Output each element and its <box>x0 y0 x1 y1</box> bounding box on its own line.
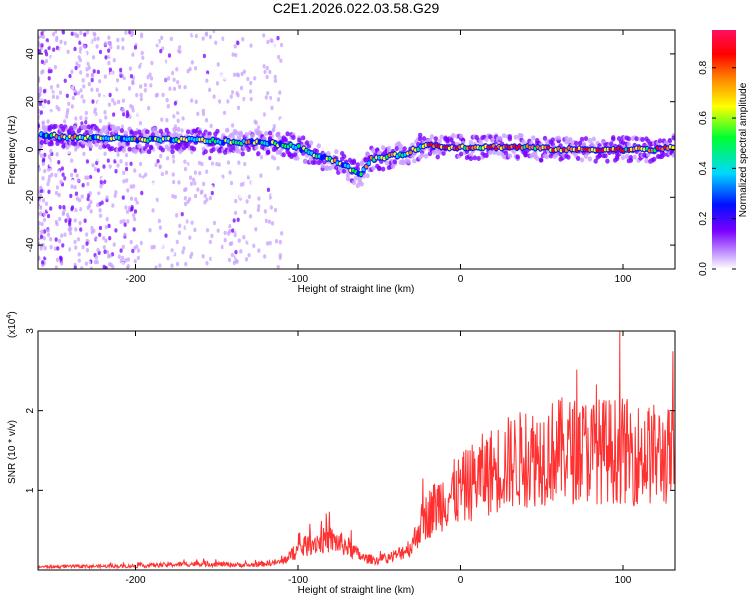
snr-y-label: SNR (10 * v/v) <box>7 420 18 484</box>
colorbar-tick-label: 0.4 <box>698 161 709 175</box>
spectrogram-y-label: Frequency (Hz) <box>7 116 18 185</box>
colorbar: 0.0 0.2 0.4 0.6 0.8 Normalized spectral ampl… <box>698 30 749 276</box>
snr-x-label: Height of straight line (km) <box>298 585 415 596</box>
colorbar-ticks: 0.0 0.2 0.4 0.6 0.8 <box>698 60 736 276</box>
y-tick-label: -40 <box>25 237 36 252</box>
snr-ticks: -200 -100 0 100 1 2 3 <box>25 328 675 586</box>
snr-panel: -200 -100 0 100 1 2 3 Height of straight line … <box>6 311 676 596</box>
x-tick-label: -200 <box>125 274 145 285</box>
snr-frame <box>37 330 676 571</box>
x-tick-label: -200 <box>125 575 145 586</box>
colorbar-tick-label: 0.2 <box>698 211 709 225</box>
x-tick-label: 0 <box>458 575 464 586</box>
spectrogram-heatmap <box>38 30 675 269</box>
colorbar-tick-label: 0.8 <box>698 60 709 74</box>
y-tick-label: 1 <box>25 487 36 493</box>
y-tick-label: 3 <box>25 328 36 334</box>
x-tick-label: 0 <box>458 274 464 285</box>
x-tick-label: 100 <box>615 274 632 285</box>
y-tick-label: 20 <box>25 96 36 108</box>
snr-multiplier: (x104) <box>6 311 18 338</box>
snr-series-line <box>38 331 675 570</box>
y-tick-label: 2 <box>25 407 36 413</box>
colorbar-label: Normalized spectral amplitude <box>738 82 749 217</box>
y-tick-label: 0 <box>25 146 36 152</box>
y-tick-label: 40 <box>25 48 36 60</box>
spectrogram-x-label: Height of straight line (km) <box>298 284 415 295</box>
x-tick-label: 100 <box>615 575 632 586</box>
colorbar-tick-label: 0.0 <box>698 262 709 276</box>
y-tick-label: -20 <box>25 190 36 205</box>
colorbar-gradient <box>712 30 736 269</box>
figure-title: C2E1.2026.022.03.58.G29 <box>273 0 440 16</box>
colorbar-tick-label: 0.6 <box>698 111 709 125</box>
x-tick-label: -100 <box>288 274 308 285</box>
x-tick-label: -100 <box>288 575 308 586</box>
